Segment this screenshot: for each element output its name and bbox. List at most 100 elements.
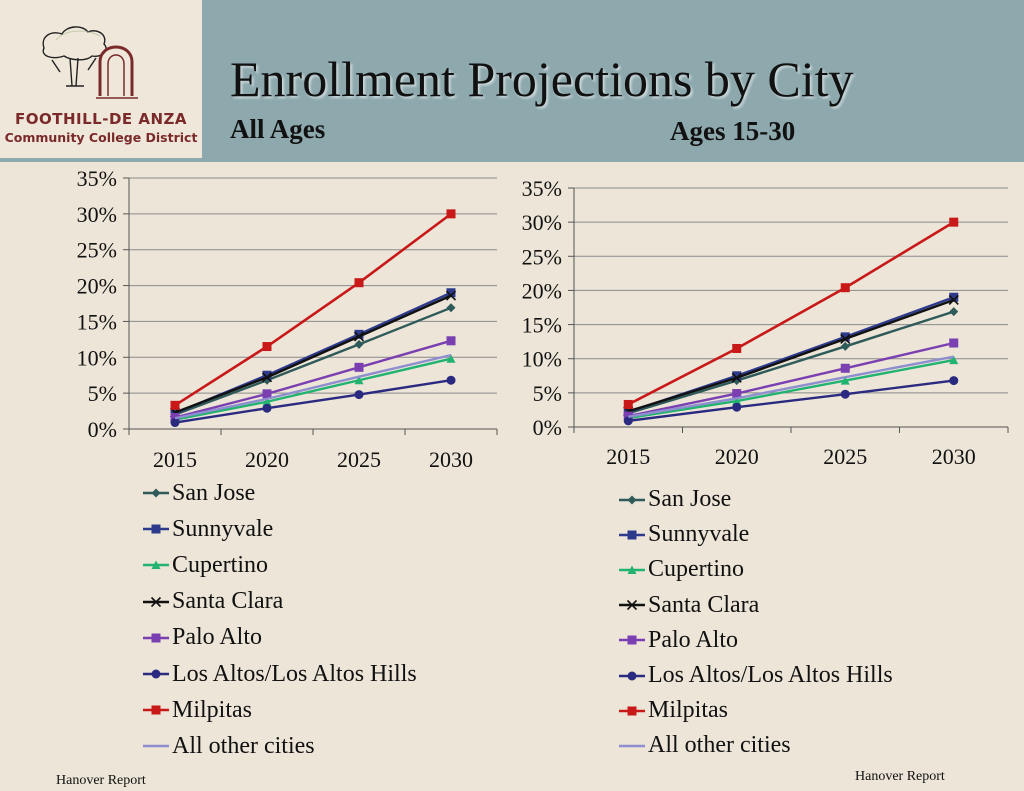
data-point-palo-alto	[262, 389, 272, 399]
series-line-san-jose	[174, 306, 452, 416]
x-tick-label: 2015	[153, 447, 197, 472]
y-tick-label: 10%	[522, 347, 562, 372]
org-subtitle: Community College District	[4, 130, 198, 145]
legend-swatch	[143, 745, 169, 748]
x-tick-label: 2020	[715, 444, 759, 469]
legend-item-los-altos-los-altos-hills: Los Altos/Los Altos Hills	[142, 656, 417, 692]
data-point-cupertino	[732, 396, 742, 406]
legend-item-santa-clara: Santa Clara	[618, 588, 893, 623]
legend-marker	[627, 495, 637, 505]
legend-label: Santa Clara	[648, 591, 760, 618]
legend-marker	[627, 565, 637, 574]
legend-marker	[627, 530, 637, 540]
y-tick-label: 20%	[522, 278, 562, 303]
legend-swatch	[143, 596, 169, 607]
series-line-all-other-cities	[628, 355, 954, 418]
chart-all-ages: 0% 5% 10% 15% 20% 25% 30% 35% 2015 2020 2025 2030	[77, 166, 498, 472]
y-tick-label: 0%	[533, 415, 562, 440]
legend-swatch	[619, 530, 645, 540]
org-name: FOOTHILL-DE ANZA	[14, 110, 188, 128]
y-tick-label: 35%	[522, 176, 562, 201]
legend-item-sunnyvale: Sunnyvale	[142, 511, 417, 547]
legend-marker	[627, 706, 637, 716]
data-point-palo-alto	[446, 336, 456, 346]
legend-all-ages: San Jose Sunnyvale Cupertino Santa Clara Pal…	[142, 475, 417, 765]
legend-swatch	[619, 635, 645, 645]
data-point-milpitas	[262, 342, 272, 352]
legend-marker	[151, 488, 161, 498]
y-tick-label: 30%	[77, 202, 117, 227]
data-point-santa-clara	[445, 290, 457, 301]
data-point-san-jose	[446, 303, 456, 313]
data-point-los-altos-los-altos-hills	[354, 390, 364, 400]
legend-label: Sunnyvale	[648, 521, 750, 548]
legend-label: Milpitas	[648, 697, 729, 724]
data-point-palo-alto	[949, 338, 959, 348]
data-point-san-jose	[840, 341, 850, 351]
series-line-palo-alto	[174, 339, 452, 419]
legend-label: Los Altos/Los Altos Hills	[648, 662, 893, 689]
legend-marker	[150, 596, 162, 607]
y-tick-label: 20%	[77, 274, 117, 299]
legend-label: San Jose	[172, 479, 256, 506]
data-point-santa-clara	[948, 294, 959, 306]
district-logo: FOOTHILL-DE ANZA Community College Distr…	[0, 0, 202, 158]
y-tick-label: 10%	[77, 345, 117, 370]
legend-swatch	[143, 633, 169, 643]
legend-label: All other cities	[172, 732, 315, 759]
series-line-cupertino	[174, 357, 452, 421]
y-tick-label: 15%	[522, 313, 562, 338]
data-point-palo-alto	[840, 363, 850, 373]
data-point-san-jose	[354, 339, 364, 349]
series-line-los-altos-los-altos-hills	[174, 379, 452, 424]
legend-marker	[151, 524, 161, 534]
legend-marker	[627, 671, 637, 681]
footer-source-left: Hanover Report	[56, 773, 146, 788]
x-tick-label: 2030	[932, 444, 976, 469]
y-tick-label: 30%	[522, 210, 562, 235]
legend-label: San Jose	[648, 486, 732, 513]
data-point-santa-clara	[731, 372, 742, 383]
data-point-los-altos-los-altos-hills	[262, 403, 272, 413]
series-line-all-other-cities	[174, 353, 452, 420]
data-point-cupertino	[949, 355, 959, 365]
data-point-los-altos-los-altos-hills	[949, 376, 959, 386]
legend-item-palo-alto: Palo Alto	[618, 623, 893, 658]
legend-label: Palo Alto	[648, 626, 739, 653]
x-tick-label: 2025	[823, 444, 867, 469]
data-point-sunnyvale	[949, 292, 959, 302]
legend-swatch	[619, 565, 645, 574]
legend-item-santa-clara: Santa Clara	[142, 584, 417, 620]
subtitle-all-ages: All Ages	[230, 114, 326, 144]
data-point-cupertino	[840, 376, 850, 385]
legend-item-all-other-cities: All other cities	[618, 728, 893, 763]
y-tick-label: 25%	[77, 238, 117, 263]
data-point-milpitas	[446, 209, 456, 219]
y-tick-label: 25%	[522, 244, 562, 269]
legend-item-san-jose: San Jose	[142, 475, 417, 511]
legend-swatch	[619, 744, 645, 748]
data-point-palo-alto	[732, 389, 742, 399]
x-tick-label: 2030	[429, 447, 473, 472]
legend-item-cupertino: Cupertino	[618, 552, 893, 587]
data-point-milpitas	[354, 278, 364, 288]
legend-swatch	[143, 705, 169, 715]
legend-item-cupertino: Cupertino	[142, 547, 417, 583]
series-line-los-altos-los-altos-hills	[628, 379, 954, 423]
y-tick-label: 0%	[88, 417, 117, 442]
y-tick-label: 5%	[533, 381, 562, 406]
data-point-milpitas	[623, 399, 633, 409]
data-point-sunnyvale	[732, 371, 742, 381]
data-point-cupertino	[446, 354, 456, 363]
data-point-los-altos-los-altos-hills	[840, 389, 850, 399]
legend-label: Sunnyvale	[172, 515, 274, 542]
legend-item-all-other-cities: All other cities	[142, 728, 417, 764]
series-line-cupertino	[628, 358, 954, 420]
data-point-milpitas	[949, 217, 959, 227]
legend-label: Santa Clara	[172, 588, 284, 615]
legend-marker	[627, 635, 637, 645]
data-point-sunnyvale	[840, 332, 850, 342]
legend-item-milpitas: Milpitas	[142, 692, 417, 728]
legend-marker	[151, 669, 161, 679]
data-point-los-altos-los-altos-hills	[446, 375, 456, 385]
